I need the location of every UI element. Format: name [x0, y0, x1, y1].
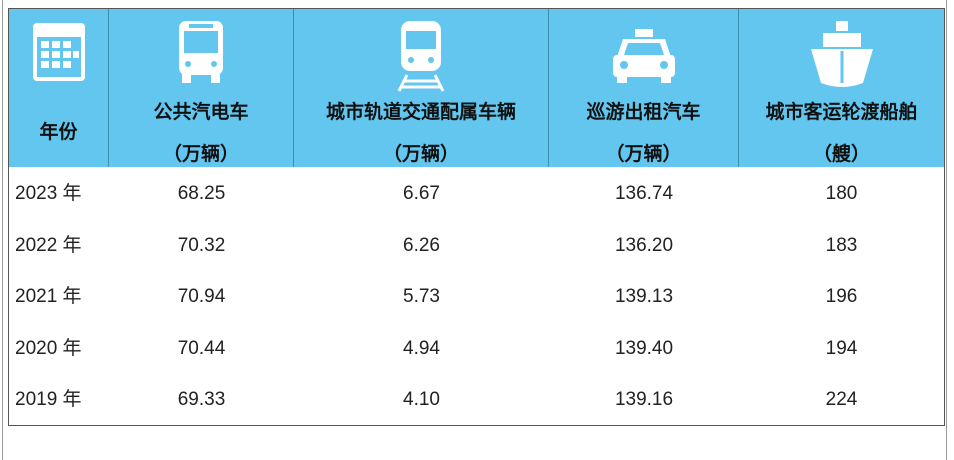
- value-cell: 194: [825, 337, 858, 359]
- header-label: 巡游出租汽车: [586, 102, 701, 123]
- value-cell: 224: [825, 389, 858, 410]
- value-cell: 5.73: [403, 286, 440, 307]
- ship-icon: [810, 21, 873, 87]
- header-unit: （艘）: [812, 144, 870, 165]
- value-cell: 6.67: [403, 183, 440, 204]
- year-cell: 2020 年: [15, 337, 82, 359]
- value-cell: 68.25: [177, 183, 226, 204]
- value-cell: 6.26: [403, 234, 440, 256]
- value-cell: 70.94: [177, 286, 226, 307]
- table-row: 2023 年 68.25 6.67 136.74 180: [9, 168, 944, 220]
- header-cell: 城市客运轮渡船舶 （艘）: [739, 9, 944, 167]
- bus-icon: [179, 21, 223, 83]
- edge-line: [946, 0, 947, 460]
- value-cell: 139.16: [614, 389, 674, 410]
- value-cell: 70.44: [177, 337, 226, 359]
- header-label: 城市客运轮渡船舶: [765, 102, 918, 123]
- year-cell: 2021 年: [15, 286, 82, 307]
- taxi-icon: [612, 29, 675, 83]
- value-cell: 196: [825, 286, 858, 307]
- value-cell: 139.13: [614, 286, 674, 307]
- value-cell: 70.32: [177, 234, 226, 256]
- header-cell: 年份: [9, 9, 109, 167]
- header-cell: 城市轨道交通配属车辆 （万辆）: [294, 9, 549, 167]
- year-cell: 2022 年: [15, 234, 82, 256]
- table: 年份 公共汽电车 （万辆） 城市轨道交通配属车辆 （万辆）: [8, 8, 945, 426]
- train-icon: [397, 21, 445, 92]
- year-cell: 2023 年: [15, 183, 82, 204]
- header-label: 年份: [39, 122, 78, 143]
- header-label: 公共汽电车: [153, 102, 249, 123]
- value-cell: 4.94: [403, 337, 440, 359]
- header-label: 城市轨道交通配属车辆: [325, 102, 516, 123]
- year-cell: 2019 年: [15, 389, 82, 410]
- header-unit: （万辆）: [162, 144, 239, 165]
- header-cell: 公共汽电车 （万辆）: [109, 9, 294, 167]
- value-cell: 183: [825, 234, 858, 256]
- header-unit: （万辆）: [605, 144, 682, 165]
- value-cell: 136.20: [614, 234, 674, 256]
- table-row: 2019 年 69.33 4.10 139.16 224: [9, 374, 944, 426]
- table-row: 2020 年 70.44 4.94 139.40 194: [9, 323, 944, 375]
- table-row: 2022 年 70.32 6.26 136.20 183: [9, 220, 944, 272]
- value-cell: 136.74: [614, 183, 674, 204]
- header-cell: 巡游出租汽车 （万辆）: [549, 9, 739, 167]
- value-cell: 180: [825, 183, 858, 204]
- edge-line: [2, 0, 3, 460]
- table-row: 2021 年 70.94 5.73 139.13 196: [9, 271, 944, 323]
- header-unit: （万辆）: [382, 144, 459, 165]
- value-cell: 139.40: [614, 337, 674, 359]
- value-cell: 4.10: [403, 389, 440, 410]
- value-cell: 69.33: [177, 389, 226, 410]
- calendar-icon: [32, 23, 85, 81]
